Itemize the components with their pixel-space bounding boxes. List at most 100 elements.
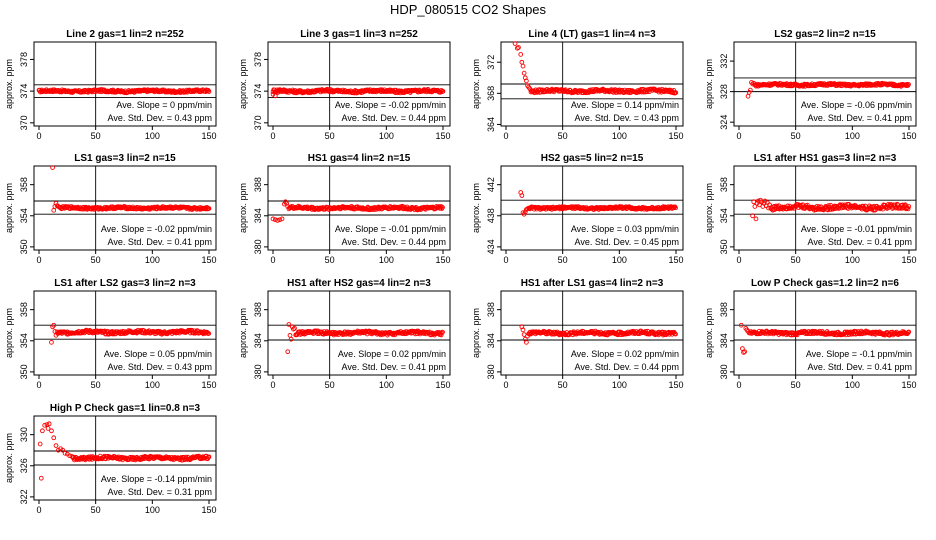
data-point bbox=[275, 218, 280, 223]
y-tick-label: 372 bbox=[486, 55, 496, 70]
std-dev-annotation: Ave. Std. Dev. = 0.41 ppm bbox=[808, 237, 912, 247]
std-dev-annotation: Ave. Std. Dev. = 0.44 ppm bbox=[342, 237, 446, 247]
y-axis-label: approx. ppm bbox=[4, 59, 14, 109]
y-tick-label: 354 bbox=[19, 333, 29, 348]
y-tick-label: 388 bbox=[486, 302, 496, 317]
y-axis-label: approx. ppm bbox=[704, 308, 714, 358]
data-point bbox=[519, 59, 525, 65]
data-point bbox=[287, 332, 293, 338]
y-tick-label: 378 bbox=[19, 52, 29, 67]
data-points bbox=[270, 86, 446, 99]
y-tick-label: 384 bbox=[486, 333, 496, 348]
slope-annotation: Ave. Slope = 0 ppm/min bbox=[116, 100, 212, 110]
data-point bbox=[440, 329, 445, 335]
y-tick-label: 384 bbox=[719, 333, 729, 348]
panel-title: LS2 gas=2 lin=2 n=15 bbox=[774, 29, 876, 40]
y-tick-label: 388 bbox=[719, 302, 729, 317]
std-dev-annotation: Ave. Std. Dev. = 0.41 ppm bbox=[808, 113, 912, 123]
y-tick-label: 374 bbox=[253, 84, 263, 99]
x-tick-label: 50 bbox=[558, 380, 568, 390]
slope-annotation: Ave. Slope = 0.14 ppm/min bbox=[571, 100, 679, 110]
panel-5: LS1 gas=3 lin=2 n=15 0 50 100 150 350 354 358 ap… bbox=[4, 153, 217, 265]
x-tick-label: 0 bbox=[270, 255, 275, 265]
data-point bbox=[524, 339, 529, 345]
y-tick-label: 354 bbox=[19, 208, 29, 223]
x-tick-label: 100 bbox=[845, 131, 860, 141]
data-point bbox=[206, 89, 212, 94]
std-dev-annotation: Ave. Std. Dev. = 0.43 ppm bbox=[108, 113, 212, 123]
panel-10: HS1 after HS2 gas=4 lin=2 n=3 0 50 100 150 38… bbox=[238, 278, 451, 390]
panel-4: LS2 gas=2 lin=2 n=15 0 50 100 150 324 328 332 ap… bbox=[704, 29, 917, 141]
y-tick-label: 384 bbox=[253, 208, 263, 223]
x-tick-label: 100 bbox=[379, 380, 394, 390]
panel-title: High P Check gas=1 lin=0.8 n=3 bbox=[50, 403, 201, 414]
data-point bbox=[270, 216, 276, 222]
data-point bbox=[524, 78, 529, 84]
data-point bbox=[285, 349, 291, 355]
y-axis-label: approx. ppm bbox=[4, 183, 14, 233]
slope-annotation: Ave. Slope = -0.02 ppm/min bbox=[335, 100, 446, 110]
x-tick-label: 0 bbox=[736, 255, 741, 265]
plot-frame bbox=[33, 290, 217, 376]
data-point bbox=[745, 93, 751, 99]
std-dev-annotation: Ave. Std. Dev. = 0.43 ppm bbox=[575, 113, 679, 123]
slope-annotation: Ave. Slope = 0.03 ppm/min bbox=[571, 224, 679, 234]
panel-title: Line 3 gas=1 lin=3 n=252 bbox=[300, 29, 418, 40]
x-tick-label: 0 bbox=[736, 131, 741, 141]
x-tick-label: 150 bbox=[901, 380, 916, 390]
data-point bbox=[40, 428, 45, 434]
slope-annotation: Ave. Slope = -0.01 ppm/min bbox=[801, 224, 912, 234]
data-point bbox=[272, 217, 278, 223]
slope-annotation: Ave. Slope = -0.14 ppm/min bbox=[101, 474, 212, 484]
panel-1: Line 2 gas=1 lin=2 n=252 0 50 100 150 370 374 3… bbox=[4, 29, 217, 141]
x-tick-label: 50 bbox=[791, 131, 801, 141]
x-tick-label: 0 bbox=[270, 380, 275, 390]
x-tick-label: 50 bbox=[91, 255, 101, 265]
y-tick-label: 370 bbox=[253, 115, 263, 130]
slope-annotation: Ave. Slope = -0.06 ppm/min bbox=[801, 100, 912, 110]
y-tick-label: 442 bbox=[486, 177, 496, 192]
panel-title: Line 2 gas=1 lin=2 n=252 bbox=[66, 29, 184, 40]
data-point bbox=[180, 457, 185, 463]
std-dev-annotation: Ave. Std. Dev. = 0.31 ppm bbox=[108, 487, 212, 497]
y-axis-label: approx. ppm bbox=[4, 308, 14, 358]
y-tick-label: 324 bbox=[719, 115, 729, 130]
x-tick-label: 50 bbox=[91, 131, 101, 141]
x-tick-label: 0 bbox=[736, 380, 741, 390]
y-axis-label: approx. ppm bbox=[238, 308, 248, 358]
data-points bbox=[50, 165, 212, 213]
data-point bbox=[518, 52, 524, 57]
slope-annotation: Ave. Slope = -0.02 ppm/min bbox=[101, 224, 212, 234]
y-tick-label: 354 bbox=[719, 208, 729, 223]
plot-frame bbox=[267, 290, 451, 376]
y-tick-label: 374 bbox=[19, 84, 29, 99]
x-tick-label: 50 bbox=[325, 255, 335, 265]
panel-title: Line 4 (LT) gas=1 lin=4 n=3 bbox=[528, 29, 656, 40]
x-tick-label: 50 bbox=[558, 131, 568, 141]
data-points bbox=[270, 199, 445, 223]
data-point bbox=[292, 325, 297, 331]
y-tick-label: 350 bbox=[19, 239, 29, 254]
data-point bbox=[753, 216, 759, 222]
y-tick-label: 326 bbox=[19, 458, 29, 473]
data-point bbox=[281, 201, 287, 207]
y-axis-label: approx. ppm bbox=[704, 183, 714, 233]
data-point bbox=[206, 331, 212, 336]
x-tick-label: 50 bbox=[791, 380, 801, 390]
panel-12: Low P Check gas=1.2 lin=2 n=6 0 50 100 150 38… bbox=[704, 278, 917, 390]
data-point bbox=[673, 90, 679, 95]
data-points bbox=[738, 322, 912, 355]
x-tick-label: 150 bbox=[201, 255, 216, 265]
data-point bbox=[67, 453, 72, 459]
data-point bbox=[752, 204, 758, 209]
plot-frame bbox=[33, 415, 217, 501]
data-point bbox=[53, 200, 59, 206]
plot-frame bbox=[500, 165, 684, 251]
data-point bbox=[42, 422, 48, 428]
x-tick-label: 100 bbox=[612, 255, 627, 265]
plot-frame bbox=[733, 41, 917, 127]
data-point bbox=[742, 349, 748, 355]
slope-annotation: Ave. Slope = 0.02 ppm/min bbox=[338, 349, 446, 359]
y-tick-label: 350 bbox=[719, 239, 729, 254]
